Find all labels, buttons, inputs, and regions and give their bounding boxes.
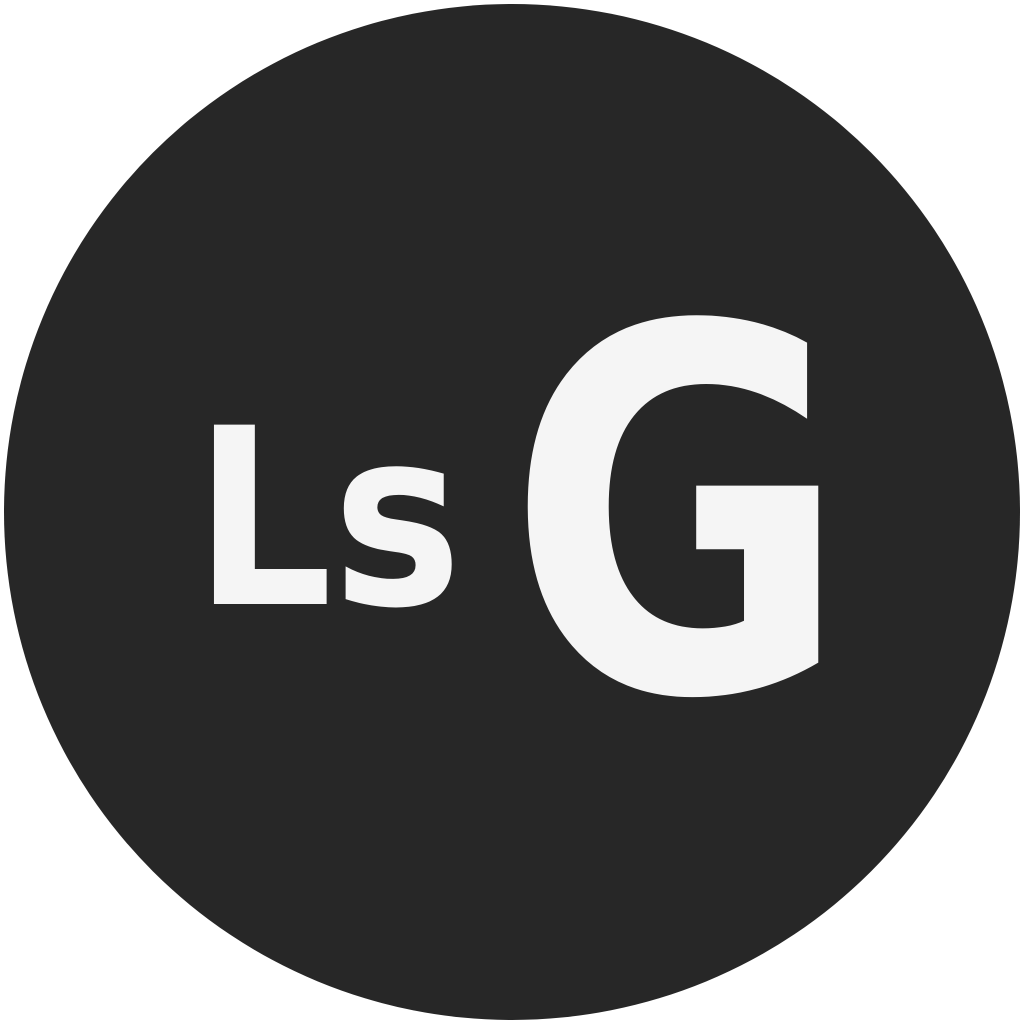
logo-monogram-large: G (507, 222, 849, 810)
logo-disc (4, 4, 1020, 1020)
logo-monogram-small: Ls (194, 377, 462, 663)
